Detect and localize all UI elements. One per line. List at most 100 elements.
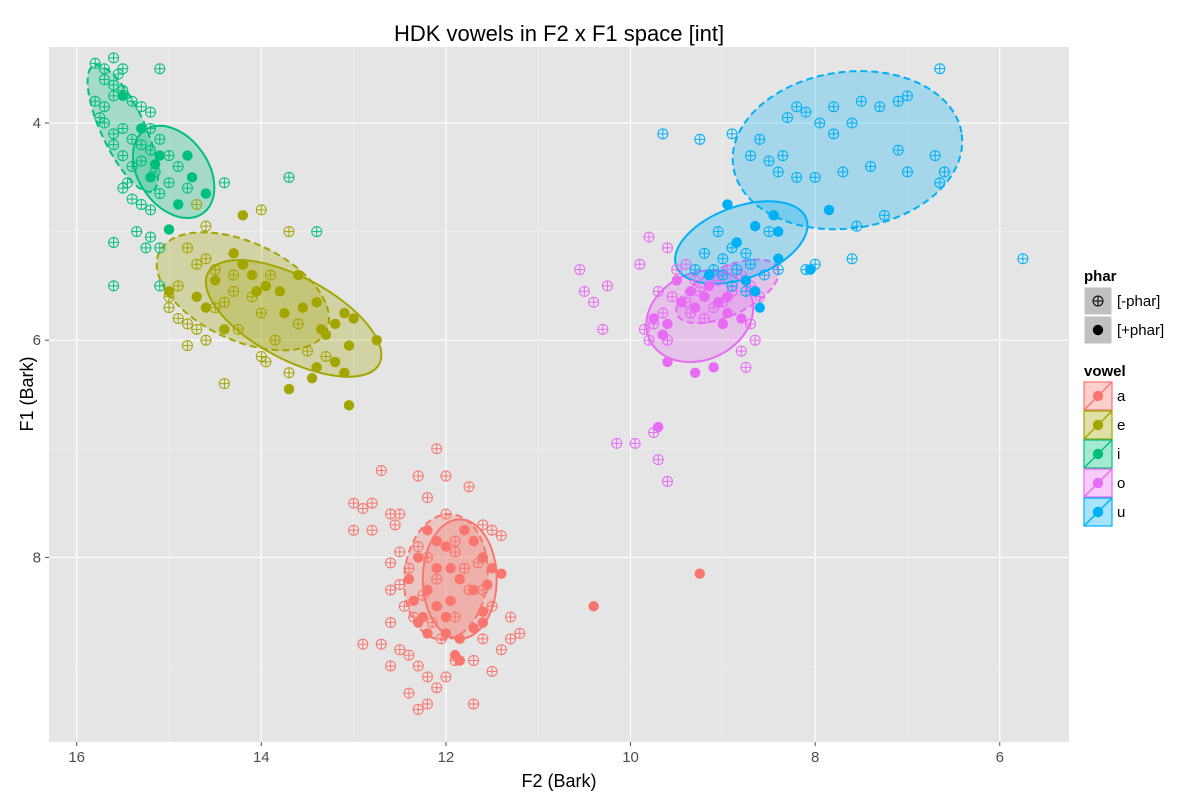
point-a-minus-phar bbox=[412, 703, 424, 715]
point-a-plus-phar bbox=[403, 573, 415, 585]
point-a-minus-phar bbox=[431, 573, 443, 585]
point-e-minus-phar bbox=[292, 318, 304, 330]
point-u-minus-phar bbox=[731, 264, 743, 276]
point-e-minus-phar bbox=[181, 340, 193, 352]
point-a-plus-phar bbox=[422, 584, 433, 596]
legend-key-dot bbox=[1092, 448, 1104, 460]
point-a-minus-phar bbox=[463, 481, 475, 493]
point-e-minus-phar bbox=[200, 334, 212, 346]
point-e-plus-phar bbox=[260, 280, 272, 292]
point-o-minus-phar bbox=[574, 264, 586, 276]
point-o-minus-phar bbox=[638, 323, 650, 335]
point-u-minus-phar bbox=[726, 280, 738, 292]
point-a-minus-phar bbox=[468, 698, 480, 710]
point-o-plus-phar bbox=[653, 421, 664, 433]
point-o-plus-phar bbox=[736, 313, 747, 324]
point-a-minus-phar bbox=[375, 638, 387, 650]
point-u-plus-phar bbox=[749, 220, 761, 232]
point-u-plus-phar bbox=[754, 302, 765, 313]
point-o-plus-phar bbox=[713, 296, 724, 308]
point-e-plus-phar bbox=[329, 356, 341, 368]
point-o-minus-phar bbox=[671, 264, 683, 276]
point-a-minus-phar bbox=[421, 698, 433, 710]
legend-key-dot bbox=[1092, 419, 1104, 431]
point-o-minus-phar bbox=[643, 334, 655, 346]
point-i-minus-phar bbox=[154, 242, 166, 254]
point-i-minus-phar bbox=[117, 122, 129, 134]
point-a-plus-phar bbox=[422, 628, 433, 639]
point-u-minus-phar bbox=[814, 117, 826, 129]
point-o-minus-phar bbox=[652, 285, 664, 297]
point-i-minus-phar bbox=[135, 101, 147, 113]
point-e-plus-phar bbox=[200, 302, 212, 313]
x-tick-label: 10 bbox=[622, 749, 639, 766]
point-e-minus-phar bbox=[191, 258, 203, 270]
point-e-minus-phar bbox=[269, 334, 281, 346]
point-a-minus-phar bbox=[495, 530, 507, 542]
point-i-minus-phar bbox=[135, 139, 147, 151]
point-i-plus-phar bbox=[173, 199, 184, 210]
point-a-minus-phar bbox=[403, 687, 415, 699]
x-tick-label: 6 bbox=[996, 749, 1004, 766]
point-u-minus-phar bbox=[740, 247, 752, 259]
chart-title: HDK vowels in F2 x F1 space [int] bbox=[394, 21, 724, 46]
point-i-minus-phar bbox=[98, 101, 110, 113]
point-o-plus-phar bbox=[685, 286, 696, 297]
point-o-minus-phar bbox=[652, 454, 664, 466]
point-u-minus-phar bbox=[763, 226, 775, 238]
x-axis-title: F2 (Bark) bbox=[521, 771, 596, 791]
point-i-plus-phar bbox=[186, 172, 198, 183]
plot-panel bbox=[49, 47, 1069, 742]
point-u-minus-phar bbox=[772, 166, 784, 178]
point-i-minus-phar bbox=[145, 122, 157, 134]
point-e-minus-phar bbox=[163, 302, 175, 314]
point-i-minus-phar bbox=[154, 133, 166, 145]
point-i-minus-phar bbox=[126, 193, 138, 205]
point-i-plus-phar bbox=[154, 150, 165, 161]
point-i-minus-phar bbox=[283, 171, 295, 183]
point-u-minus-phar bbox=[745, 150, 757, 162]
point-e-plus-phar bbox=[293, 269, 304, 281]
point-o-minus-phar bbox=[740, 361, 752, 373]
point-e-plus-phar bbox=[251, 286, 262, 297]
point-a-plus-phar bbox=[445, 595, 456, 607]
point-i-minus-phar bbox=[126, 95, 138, 107]
point-u-minus-phar bbox=[938, 166, 950, 178]
point-e-minus-phar bbox=[181, 242, 193, 254]
point-a-plus-phar bbox=[468, 584, 479, 596]
point-e-minus-phar bbox=[181, 318, 193, 330]
x-tick-label: 12 bbox=[438, 749, 455, 766]
point-o-minus-phar bbox=[735, 345, 747, 357]
point-e-minus-phar bbox=[255, 307, 267, 319]
point-e-minus-phar bbox=[209, 302, 221, 314]
point-i-minus-phar bbox=[135, 198, 147, 210]
point-i-minus-phar bbox=[117, 150, 129, 162]
point-e-plus-phar bbox=[339, 367, 350, 378]
point-u-minus-phar bbox=[726, 128, 738, 140]
point-u-plus-phar bbox=[749, 286, 761, 297]
point-e-plus-phar bbox=[279, 307, 290, 319]
point-a-plus-phar bbox=[431, 563, 442, 574]
legend-label-vowel-e: e bbox=[1117, 417, 1125, 434]
point-e-plus-phar bbox=[343, 400, 355, 411]
point-a-minus-phar bbox=[375, 465, 387, 477]
grid-lines bbox=[49, 47, 1069, 742]
point-e-minus-phar bbox=[283, 226, 295, 238]
point-a-minus-phar bbox=[440, 671, 452, 683]
legend-title-phar: phar bbox=[1084, 268, 1117, 285]
point-e-minus-phar bbox=[255, 204, 267, 216]
point-a-minus-phar bbox=[394, 579, 406, 591]
point-a-plus-phar bbox=[496, 568, 507, 579]
point-i-minus-phar bbox=[108, 236, 120, 248]
point-e-plus-phar bbox=[237, 210, 249, 221]
point-a-plus-phar bbox=[454, 573, 465, 585]
point-a-plus-phar bbox=[468, 535, 479, 547]
point-e-plus-phar bbox=[320, 329, 332, 340]
point-a-minus-phar bbox=[385, 660, 397, 672]
point-u-minus-phar bbox=[763, 155, 775, 167]
point-a-minus-phar bbox=[458, 562, 470, 574]
point-i-minus-phar bbox=[108, 139, 120, 151]
point-e-plus-phar bbox=[283, 383, 295, 395]
point-u-minus-phar bbox=[745, 258, 757, 270]
point-a-plus-phar bbox=[588, 601, 599, 612]
